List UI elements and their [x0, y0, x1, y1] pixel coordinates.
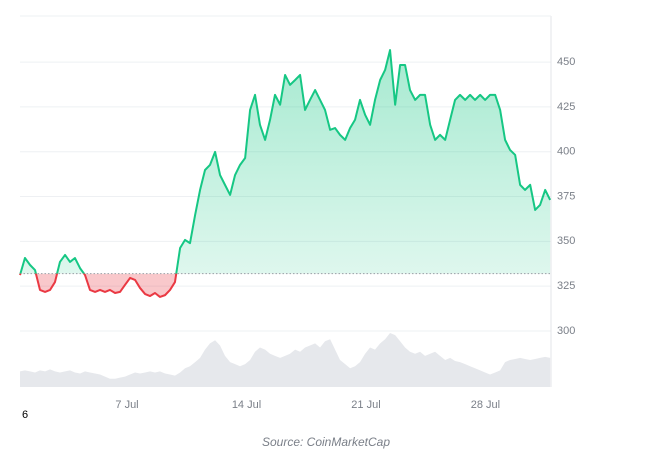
- price-line-up: [19, 49, 552, 274]
- y-tick-label: 400: [557, 146, 575, 158]
- source: Source: CoinMarketCap: [262, 435, 390, 449]
- y-tick-label: 375: [557, 190, 575, 202]
- y-tick-label: 325: [557, 280, 575, 292]
- x-tick-label: 21 Jul: [351, 399, 380, 411]
- volume-area: [20, 333, 551, 387]
- price-area-down: [20, 273, 551, 297]
- price-area-up: [20, 50, 551, 274]
- x-tick-label: 14 Jul: [232, 399, 261, 411]
- plot: 300 325 350 375 400 425 450 7 Jul 14 Jul 21 Jul 28…: [19, 15, 575, 411]
- y-tick-label: 425: [557, 101, 575, 113]
- corner-label: 6: [22, 409, 28, 421]
- y-tick-label: 300: [557, 325, 575, 337]
- price-line-down: [19, 273, 178, 298]
- y-tick-label: 450: [557, 56, 575, 68]
- y-tick-label: 350: [557, 235, 575, 247]
- x-tick-label: 7 Jul: [115, 399, 138, 411]
- x-tick-label: 28 Jul: [471, 399, 500, 411]
